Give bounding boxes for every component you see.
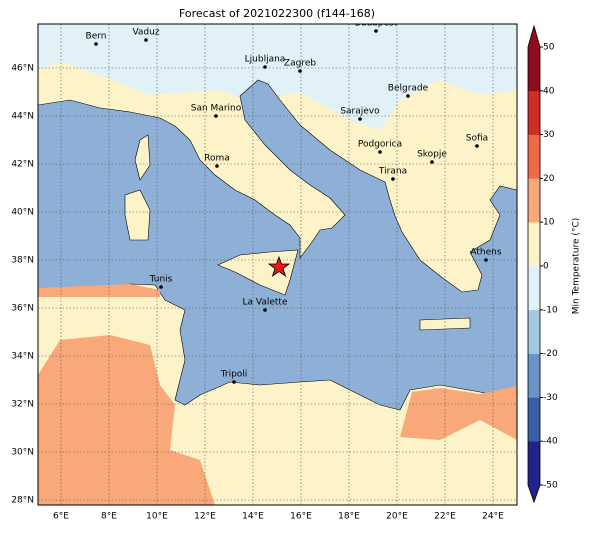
- colorbar-tick-label: 10: [543, 218, 555, 228]
- colorbar-tick-label: -50: [543, 481, 558, 491]
- city-dot: [378, 150, 382, 154]
- lon-tick-label: 12°E: [194, 512, 216, 522]
- city-label: Tripoli: [220, 370, 248, 380]
- colorbar-segment: [528, 47, 540, 92]
- city-label: Bern: [86, 32, 107, 42]
- city-dot: [232, 380, 236, 384]
- city-label: Athens: [470, 248, 501, 258]
- city-dot: [144, 38, 148, 42]
- colorbar-segment: [528, 222, 540, 267]
- colorbar-segment: [528, 178, 540, 223]
- lat-tick-label: 36°N: [11, 304, 34, 314]
- city-label: Budapest: [355, 19, 398, 29]
- colorbar-segment: [528, 134, 540, 179]
- lon-tick-label: 8°E: [101, 512, 117, 522]
- city-dot: [214, 114, 218, 118]
- sea: [38, 79, 517, 411]
- colorbar-tick-label: -30: [543, 393, 558, 403]
- city-dot: [475, 144, 479, 148]
- city-label: Belgrade: [388, 84, 429, 94]
- colorbar-segment: [528, 266, 540, 311]
- colorbar-tick-label: 50: [543, 43, 555, 53]
- crete: [419, 317, 471, 331]
- lon-tick-label: 24°E: [482, 512, 504, 522]
- city-label: Roma: [204, 154, 230, 164]
- city-label: Sarajevo: [340, 107, 380, 117]
- lon-tick-label: 14°E: [242, 512, 264, 522]
- lon-tick-label: 10°E: [146, 512, 168, 522]
- colorbar-tick-label: -10: [543, 305, 558, 315]
- colorbar-segment: [528, 353, 540, 398]
- colorbar-extend: [528, 485, 540, 502]
- city-label: Tunis: [149, 275, 173, 285]
- lon-tick-label: 18°E: [338, 512, 360, 522]
- colorbar-segment: [528, 397, 540, 442]
- map-frame: [37, 23, 518, 506]
- city-label: San Marino: [191, 104, 242, 114]
- lat-tick-label: 34°N: [11, 352, 34, 362]
- lat-tick-label: 32°N: [11, 400, 34, 410]
- city-dot: [391, 177, 395, 181]
- lat-tick-label: 38°N: [11, 256, 34, 266]
- forecast-point: [267, 255, 291, 278]
- lat-tick-label: 28°N: [11, 496, 34, 506]
- warm-zone: [38, 335, 215, 505]
- colorbar-tick-label: 20: [543, 174, 555, 184]
- colorbar-extend: [528, 26, 540, 47]
- colorbar-tick-label: -40: [543, 437, 558, 447]
- lat-tick-label: 42°N: [11, 160, 34, 170]
- city-dot: [358, 117, 362, 121]
- lat-tick-label: 44°N: [11, 112, 34, 122]
- sardinia: [124, 189, 151, 241]
- lat-tick-label: 30°N: [11, 448, 34, 458]
- colorbar-tick-label: 30: [543, 130, 555, 140]
- city-dot: [430, 160, 434, 164]
- lat-tick-label: 46°N: [11, 64, 34, 74]
- city-label: Tirana: [378, 167, 407, 177]
- colorbar-segment: [528, 309, 540, 354]
- lon-tick-label: 22°E: [434, 512, 456, 522]
- city-dot: [263, 65, 267, 69]
- lon-tick-label: 16°E: [290, 512, 312, 522]
- city-label: Ljubljana: [245, 55, 286, 65]
- city-dot: [406, 94, 410, 98]
- city-dot: [374, 29, 378, 33]
- city-dot: [94, 42, 98, 46]
- warm-zone: [38, 284, 160, 297]
- city-dot: [215, 164, 219, 168]
- corsica: [134, 134, 151, 181]
- city-label: La Valette: [243, 298, 288, 308]
- colorbar-label: Min Temperature (°C): [572, 218, 582, 315]
- colorbar-tick-label: 40: [543, 86, 555, 96]
- city-label: Sofia: [466, 134, 488, 144]
- city-dot: [484, 258, 488, 262]
- cold-zone: [38, 24, 517, 130]
- city-label: Podgorica: [358, 140, 402, 150]
- warm-zone: [400, 386, 517, 440]
- title: Forecast of 2021022300 (f144-168): [179, 7, 375, 20]
- colorbar-tick-label: -20: [543, 349, 558, 359]
- city-dot: [159, 285, 163, 289]
- lat-tick-label: 40°N: [11, 208, 34, 218]
- city-label: Skopje: [417, 150, 447, 160]
- lon-tick-label: 20°E: [386, 512, 408, 522]
- city-dot: [298, 69, 302, 73]
- lon-tick-label: 6°E: [53, 512, 69, 522]
- colorbar-segment: [528, 90, 540, 135]
- colorbar-tick-label: 0: [543, 262, 549, 272]
- city-label: Zagreb: [284, 59, 316, 69]
- city-dot: [263, 308, 267, 312]
- colorbar-segment: [528, 441, 540, 486]
- city-label: Vaduz: [132, 28, 159, 38]
